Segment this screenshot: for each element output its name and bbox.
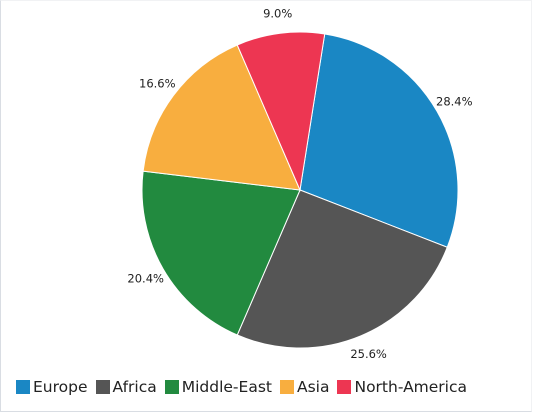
slice-label-asia: 16.6%	[139, 77, 176, 91]
pie-chart: 28.4% 25.6% 20.4% 16.6% 9.0%	[127, 6, 473, 361]
legend-label: North-America	[354, 378, 468, 396]
legend: Europe Africa Middle-East Asia North-America	[16, 376, 475, 398]
legend-label: Europe	[33, 378, 88, 396]
legend-swatch	[279, 380, 294, 394]
pie-slice-asia	[142, 44, 301, 191]
legend-swatch	[16, 380, 30, 394]
pie-slice-africa	[236, 189, 448, 349]
legend-item-middle-east: Middle-East	[164, 378, 272, 396]
legend-item-north-america: North-America	[337, 378, 467, 396]
legend-item-europe: Europe	[16, 378, 88, 396]
legend-label: Middle-East	[181, 378, 272, 396]
slice-label-middle-east: 20.4%	[127, 272, 164, 286]
legend-swatch	[95, 380, 110, 394]
slice-label-africa: 25.6%	[350, 347, 387, 361]
legend-item-asia: Asia	[279, 378, 330, 396]
legend-item-africa: Africa	[95, 378, 157, 396]
pie-slice-middle-east	[141, 170, 301, 336]
slice-label-europe: 28.4%	[436, 94, 473, 108]
legend-label: Africa	[112, 378, 157, 396]
legend-label: Asia	[296, 378, 330, 396]
pie-slice-europe	[299, 33, 459, 248]
legend-swatch	[164, 380, 179, 394]
legend-swatch	[337, 380, 352, 394]
slice-label-north-america: 9.0%	[263, 6, 292, 20]
pie-slice-north-america	[236, 31, 326, 192]
